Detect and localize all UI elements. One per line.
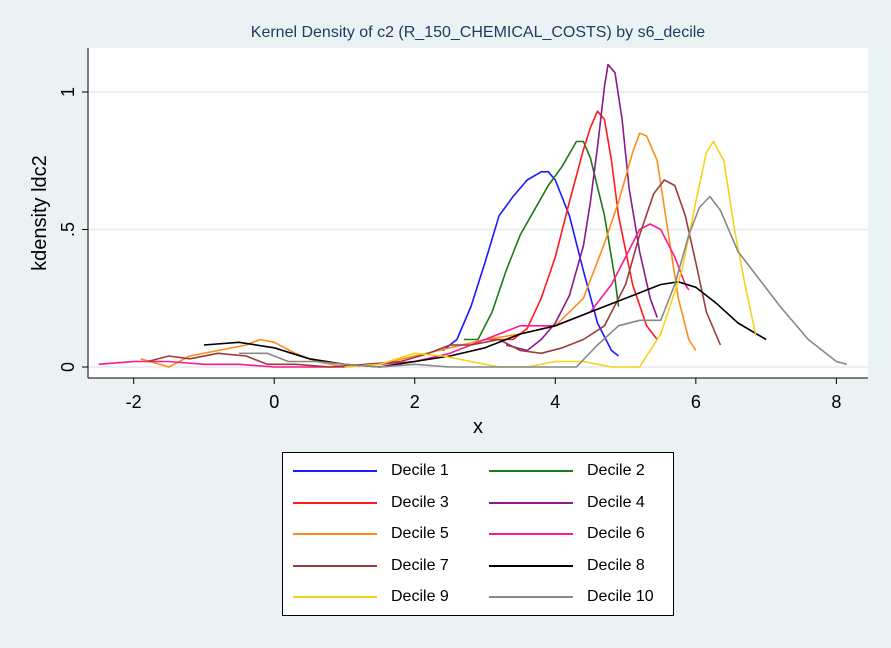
- legend-label: Decile 3: [391, 493, 449, 511]
- legend-swatch: [489, 501, 573, 504]
- legend-swatch: [489, 564, 573, 567]
- series-line: [239, 195, 848, 368]
- y-tick-label: .5: [58, 222, 78, 237]
- legend-label: Decile 7: [391, 556, 449, 574]
- x-tick-label: 4: [550, 392, 560, 412]
- legend-swatch: [489, 470, 573, 472]
- legend-item: Decile 10: [489, 587, 654, 607]
- series-line: [98, 223, 690, 368]
- legend-swatch: [293, 596, 377, 598]
- series-line: [147, 179, 722, 368]
- series-line: [505, 63, 658, 352]
- legend-label: Decile 5: [391, 525, 449, 542]
- legend-item: Decile 5: [293, 524, 449, 544]
- legend-label: Decile 2: [587, 462, 645, 479]
- series-lines: [98, 63, 848, 368]
- series-line: [442, 171, 619, 357]
- x-tick-label: 6: [691, 392, 701, 412]
- x-tick-label: 8: [831, 392, 841, 412]
- x-tick-label: 2: [410, 392, 420, 412]
- legend-swatch: [293, 564, 377, 567]
- legend-swatch: [489, 533, 573, 535]
- axes: [82, 48, 868, 384]
- x-tick-label: 0: [269, 392, 279, 412]
- legend-item: Decile 4: [489, 493, 645, 513]
- legend-label: Decile 9: [391, 588, 449, 605]
- legend-swatch: [293, 470, 377, 472]
- legend-swatch: [489, 596, 573, 598]
- series-line: [463, 140, 620, 341]
- chart-title: Kernel Density of c2 (R_150_CHEMICAL_COS…: [250, 24, 706, 41]
- legend-item: Decile 8: [489, 556, 645, 576]
- series-line: [485, 110, 658, 341]
- tick-labels: -2 0 2 4 6 8 0 .5 1: [58, 87, 841, 412]
- legend-item: Decile 1: [293, 461, 449, 481]
- legend-swatch: [293, 533, 377, 535]
- legend-item: Decile 9: [293, 587, 449, 607]
- series-line: [203, 281, 767, 368]
- legend-swatch: [293, 501, 377, 504]
- legend: Decile 1 Decile 2 Decile 3 Decile 4 Decile 5…: [282, 452, 674, 616]
- legend-label: Decile 8: [587, 556, 645, 574]
- legend-label: Decile 4: [587, 493, 645, 511]
- legend-item: Decile 7: [293, 556, 449, 576]
- series-line: [344, 140, 757, 368]
- y-tick-label: 1: [58, 87, 78, 97]
- y-axis-title: kdensity ldc2: [29, 155, 51, 271]
- legend-item: Decile 6: [489, 524, 645, 544]
- plot-area: [88, 48, 868, 378]
- y-tick-label: 0: [58, 362, 78, 372]
- legend-item: Decile 3: [293, 493, 449, 513]
- legend-label: Decile 1: [391, 462, 449, 479]
- legend-label: Decile 6: [587, 525, 645, 542]
- x-axis-title: x: [473, 416, 483, 438]
- x-tick-label: -2: [126, 392, 142, 412]
- legend-label: Decile 10: [587, 588, 654, 605]
- legend-item: Decile 2: [489, 461, 645, 481]
